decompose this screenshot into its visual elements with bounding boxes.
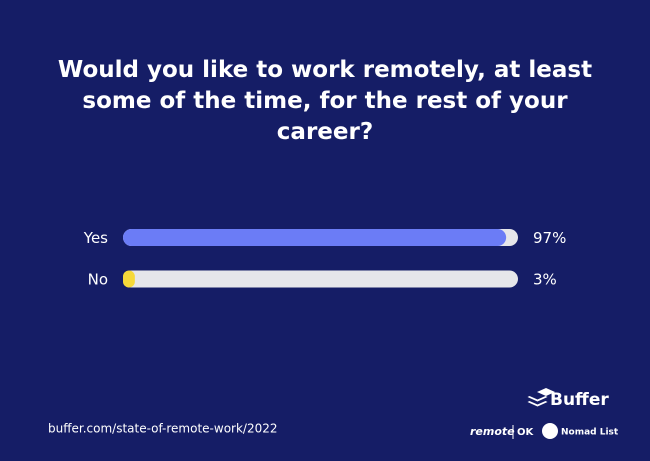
category-label: No (88, 271, 108, 289)
partner-logo: Nomad List (561, 428, 619, 438)
bar (123, 229, 507, 246)
buffer-icon (527, 388, 555, 407)
partner-logo: OK (517, 427, 535, 438)
bar (123, 270, 135, 288)
category-label: Yes (83, 229, 108, 247)
value-label: 97% (533, 229, 566, 247)
partner-logo: remote (470, 425, 515, 438)
chart-title: Would you like to work remotely, at leas… (57, 57, 593, 145)
source: buffer.com/state-of-remote-work/2022 (48, 422, 278, 436)
brand: Buffer (550, 390, 609, 410)
bar-track (123, 270, 518, 288)
value-label: 3% (533, 271, 557, 289)
nomad-icon (542, 423, 558, 439)
